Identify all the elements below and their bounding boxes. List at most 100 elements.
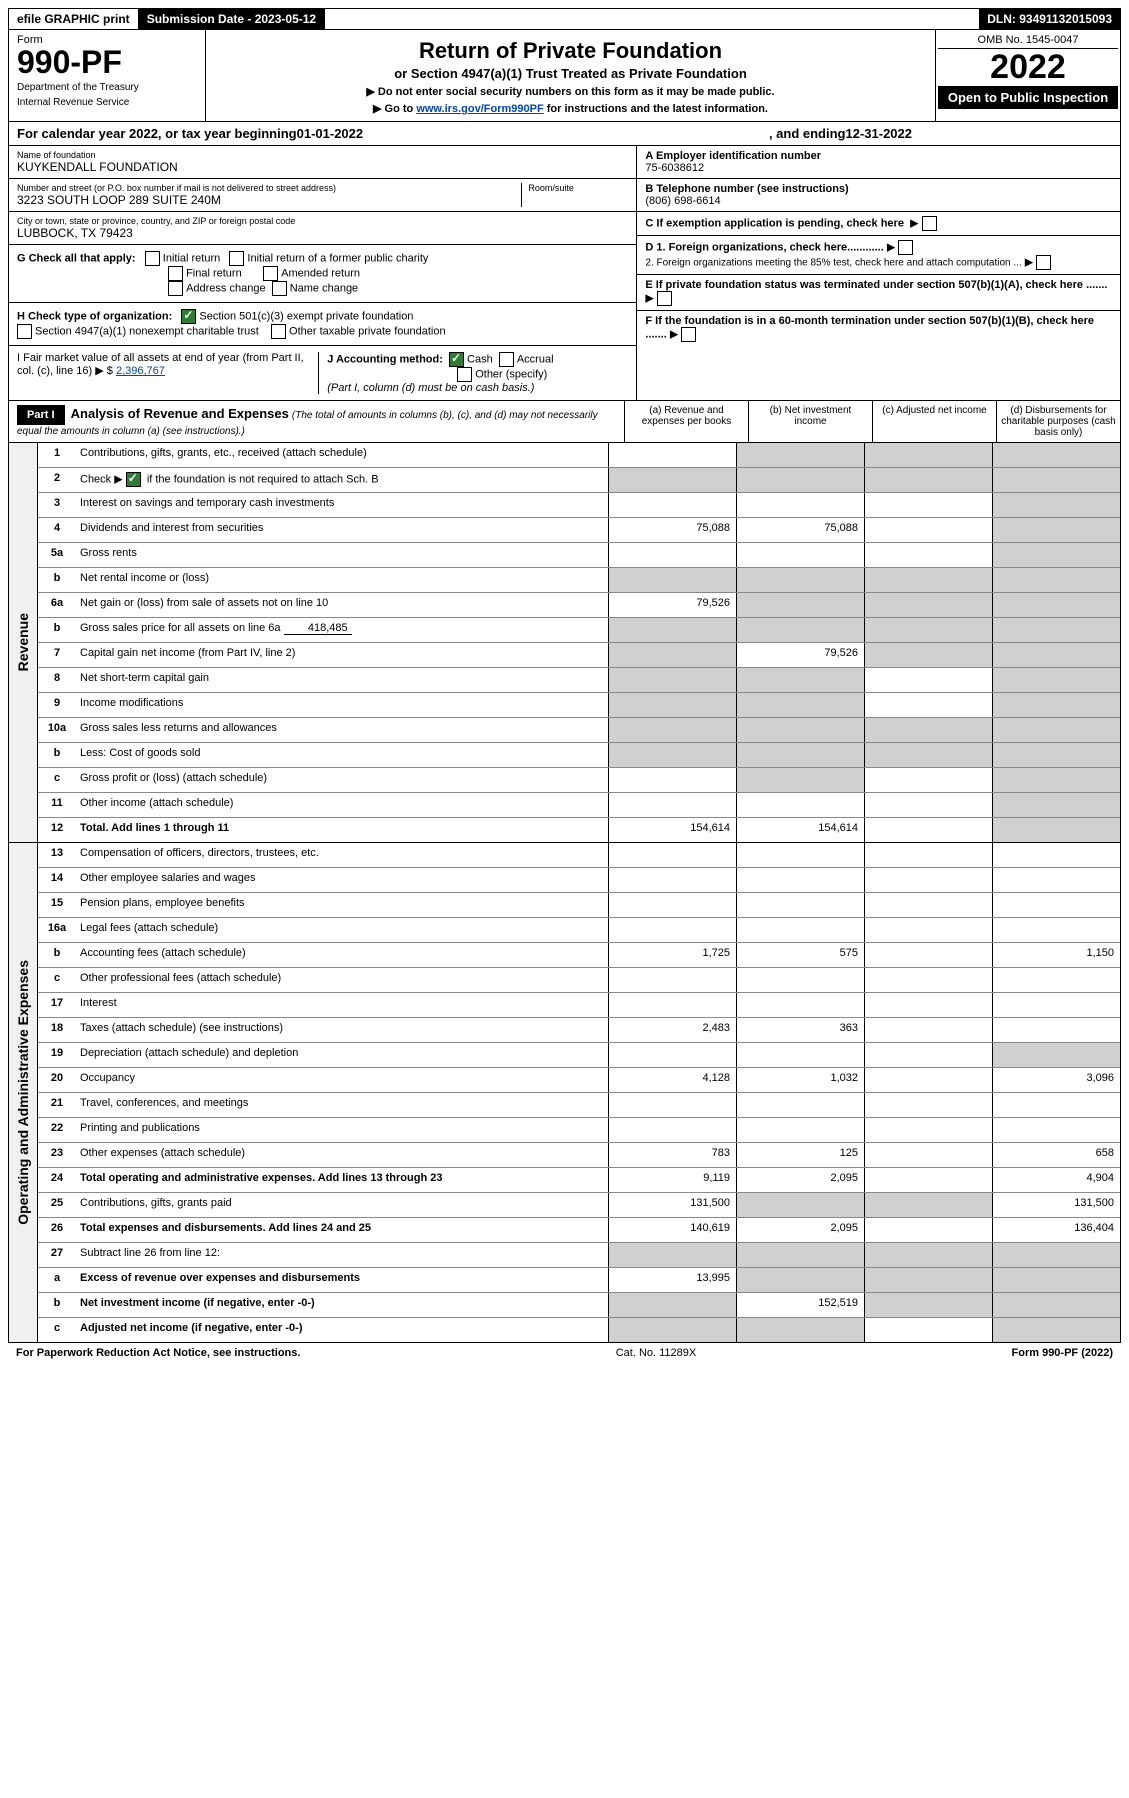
initial-return-label: Initial return (163, 252, 220, 264)
col-c (864, 918, 992, 942)
col-c (864, 818, 992, 842)
table-row: cGross profit or (loss) (attach schedule… (38, 768, 1120, 793)
f-checkbox[interactable] (681, 327, 696, 342)
form-title-block: Return of Private Foundation or Section … (206, 30, 935, 121)
accrual-checkbox[interactable] (499, 352, 514, 367)
col-c (864, 1068, 992, 1092)
table-row: bNet rental income or (loss) (38, 568, 1120, 593)
col-a (608, 1318, 736, 1342)
4947-checkbox[interactable] (17, 324, 32, 339)
line-desc: Check ▶ if the foundation is not require… (76, 468, 608, 492)
address-change-checkbox[interactable] (168, 281, 183, 296)
h-label: H Check type of organization: (17, 310, 172, 322)
d2-checkbox[interactable] (1036, 255, 1051, 270)
col-d (992, 618, 1120, 642)
line-desc: Accounting fees (attach schedule) (76, 943, 608, 967)
other-method-checkbox[interactable] (457, 367, 472, 382)
501c3-checkbox[interactable] (181, 309, 196, 324)
col-d: 4,904 (992, 1168, 1120, 1192)
table-row: bLess: Cost of goods sold (38, 743, 1120, 768)
col-b (736, 743, 864, 767)
city-label: City or town, state or province, country… (17, 216, 628, 226)
initial-return-checkbox[interactable] (145, 251, 160, 266)
col-a: 2,483 (608, 1018, 736, 1042)
col-b (736, 443, 864, 467)
amended-return-checkbox[interactable] (263, 266, 278, 281)
table-row: 14Other employee salaries and wages (38, 868, 1120, 893)
line-desc: Total. Add lines 1 through 11 (76, 818, 608, 842)
col-c-header: (c) Adjusted net income (872, 401, 996, 442)
line-num: 27 (38, 1243, 76, 1267)
tel-value: (806) 698-6614 (645, 195, 720, 207)
col-a (608, 618, 736, 642)
col-b (736, 1118, 864, 1142)
col-d (992, 668, 1120, 692)
initial-former-checkbox[interactable] (229, 251, 244, 266)
part1-badge: Part I (17, 405, 65, 425)
cal-year-mid: , and ending (769, 126, 846, 141)
col-a (608, 1118, 736, 1142)
col-d (992, 1243, 1120, 1267)
4947-label: Section 4947(a)(1) nonexempt charitable … (35, 325, 259, 337)
col-b (736, 918, 864, 942)
table-row: 19Depreciation (attach schedule) and dep… (38, 1043, 1120, 1068)
col-d (992, 643, 1120, 667)
col-d (992, 443, 1120, 467)
col-d (992, 543, 1120, 567)
col-c (864, 1118, 992, 1142)
table-row: 17Interest (38, 993, 1120, 1018)
line-desc: Other professional fees (attach schedule… (76, 968, 608, 992)
line-num: b (38, 618, 76, 642)
efile-print-label[interactable]: efile GRAPHIC print (9, 9, 139, 29)
line-desc: Contributions, gifts, grants paid (76, 1193, 608, 1217)
line-num: 20 (38, 1068, 76, 1092)
col-a (608, 768, 736, 792)
irs-label: Internal Revenue Service (17, 97, 197, 108)
col-d (992, 793, 1120, 817)
e-checkbox[interactable] (657, 291, 672, 306)
col-c (864, 968, 992, 992)
name-change-checkbox[interactable] (272, 281, 287, 296)
col-b-header: (b) Net investment income (748, 401, 872, 442)
fmv-value[interactable]: 2,396,767 (116, 365, 165, 377)
schb-checkbox[interactable] (126, 472, 141, 487)
line-desc: Total operating and administrative expen… (76, 1168, 608, 1192)
initial-former-label: Initial return of a former public charit… (247, 252, 428, 264)
telephone-cell: B Telephone number (see instructions) (8… (637, 179, 1120, 212)
calendar-year-row: For calendar year 2022, or tax year begi… (8, 122, 1121, 146)
submission-date: Submission Date - 2023-05-12 (139, 9, 325, 29)
line-desc: Gross sales price for all assets on line… (76, 618, 608, 642)
c-checkbox[interactable] (922, 216, 937, 231)
col-c (864, 493, 992, 517)
final-return-checkbox[interactable] (168, 266, 183, 281)
line-num: a (38, 1268, 76, 1292)
col-b (736, 1093, 864, 1117)
col-d: 3,096 (992, 1068, 1120, 1092)
line-desc: Net rental income or (loss) (76, 568, 608, 592)
i-j-row: I Fair market value of all assets at end… (9, 346, 636, 400)
col-d (992, 693, 1120, 717)
gross-sales-price: 418,485 (284, 622, 352, 635)
table-row: 21Travel, conferences, and meetings (38, 1093, 1120, 1118)
accrual-label: Accrual (517, 353, 554, 365)
col-a (608, 493, 736, 517)
cash-checkbox[interactable] (449, 352, 464, 367)
line-num: 25 (38, 1193, 76, 1217)
col-d (992, 568, 1120, 592)
cash-label: Cash (467, 353, 493, 365)
col-a (608, 968, 736, 992)
other-taxable-checkbox[interactable] (271, 324, 286, 339)
form-id-block: Form 990-PF Department of the Treasury I… (9, 30, 206, 121)
table-row: cAdjusted net income (if negative, enter… (38, 1318, 1120, 1342)
col-a (608, 643, 736, 667)
cal-year-pre: For calendar year 2022, or tax year begi… (17, 126, 297, 141)
col-d (992, 918, 1120, 942)
d2-label: 2. Foreign organizations meeting the 85%… (645, 257, 1021, 268)
d1-checkbox[interactable] (898, 240, 913, 255)
instructions-link[interactable]: www.irs.gov/Form990PF (416, 103, 543, 115)
line-num: b (38, 743, 76, 767)
line-num: 24 (38, 1168, 76, 1192)
table-row: 23Other expenses (attach schedule)783125… (38, 1143, 1120, 1168)
line-desc: Interest (76, 993, 608, 1017)
col-c (864, 868, 992, 892)
